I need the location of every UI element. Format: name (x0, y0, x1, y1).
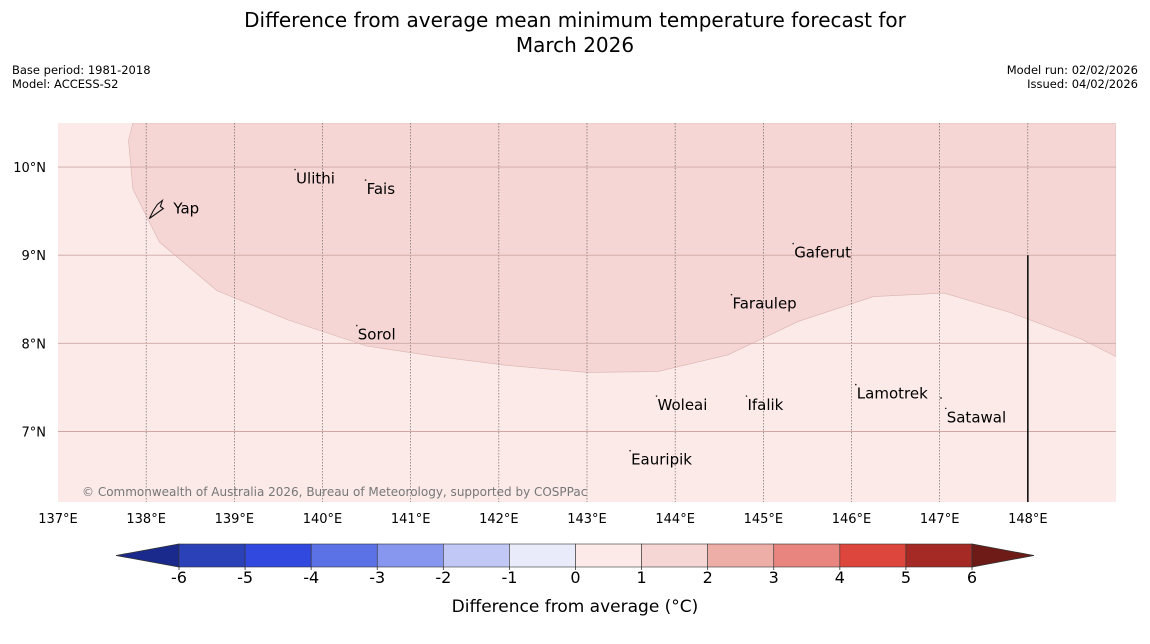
colorbar: -6 -5 -4 -3 -2 -1 0 1 2 3 4 5 6 (115, 543, 1035, 587)
lon-label: 148°E (1008, 512, 1048, 527)
colorbar-segment (905, 543, 973, 568)
lon-label: 147°E (920, 512, 960, 527)
colorbar-tick-label: 3 (769, 568, 779, 587)
colorbar-tick-label: -1 (501, 568, 517, 587)
atoll-dot (854, 383, 857, 386)
atoll-dot (294, 168, 296, 171)
lon-label: 143°E (567, 512, 607, 527)
colorbar-tick-label: -6 (171, 568, 187, 587)
lat-label: 10°N (13, 161, 46, 176)
colorbar-segment (641, 543, 708, 568)
colorbar-segment (244, 543, 312, 568)
colorbar-tick-label: -5 (237, 568, 253, 587)
lon-label: 145°E (744, 512, 784, 527)
atoll-dot (355, 324, 358, 327)
atoll-dot (655, 395, 658, 397)
lat-label: 7°N (22, 425, 47, 440)
place-label: Eauripik (631, 451, 692, 469)
atoll-dot (940, 397, 942, 399)
place-label: Ulithi (296, 170, 335, 188)
lat-label: 8°N (22, 337, 47, 352)
colorbar-low-arrow (115, 543, 180, 568)
issued-date: Issued: 04/02/2026 (1027, 76, 1138, 91)
atoll-dot (792, 242, 794, 245)
meta-right: Model run: 02/02/2026 Issued: 04/02/2026 (1006, 63, 1138, 91)
lon-label: 140°E (303, 512, 343, 527)
place-label: Fais (367, 180, 396, 198)
title-line-1: Difference from average mean minimum tem… (244, 8, 906, 32)
lon-label: 146°E (832, 512, 872, 527)
axis-labels: 10°N 9°N 8°N 7°N 137°E 138°E 139°E 140°E 141°E 14… (13, 161, 1047, 527)
colorbar-high-arrow (971, 543, 1035, 568)
region-1-to-2 (128, 123, 1116, 373)
colorbar-segment (575, 543, 642, 568)
colorbar-segment (839, 543, 907, 568)
colorbar-segment (773, 543, 841, 568)
colorbar-segment (310, 543, 378, 568)
place-label: Ifalik (747, 396, 783, 414)
place-label: Woleai (658, 396, 708, 414)
place-label: Sorol (358, 326, 396, 344)
lon-label: 137°E (38, 512, 78, 527)
copyright-notice: © Commonwealth of Australia 2026, Bureau… (82, 485, 587, 499)
lon-label: 139°E (215, 512, 255, 527)
colorbar-tick-label: -2 (435, 568, 451, 587)
place-label: Satawal (947, 408, 1006, 426)
atoll-dot (944, 407, 947, 410)
place-label: Faraulep (732, 295, 796, 313)
title-line-2: March 2026 (515, 33, 635, 57)
chart-title: Difference from average mean minimum tem… (0, 8, 1150, 58)
colorbar-tick-label: 5 (901, 568, 911, 587)
colorbar-tick-label: 1 (636, 568, 646, 587)
colorbar-segment (509, 543, 576, 568)
lon-label: 141°E (391, 512, 431, 527)
atoll-dot (730, 293, 733, 296)
colorbar-tick-label: 4 (835, 568, 845, 587)
atoll-dot (745, 395, 748, 397)
place-label: Lamotrek (857, 385, 928, 403)
colorbar-tick-label: 0 (570, 568, 580, 587)
model-name: Model: ACCESS-S2 (12, 76, 119, 91)
colorbar-label: Difference from average (°C) (452, 597, 699, 617)
colorbar-segment (707, 543, 775, 568)
lat-label: 9°N (22, 249, 47, 264)
map-features: Yap Ulithi Fais Gaferut Faraulep Sorol Woleai I… (148, 168, 1029, 502)
colorbar-tick-label: -3 (369, 568, 385, 587)
colorbar-tick-label: 6 (967, 568, 977, 587)
lon-label: 138°E (126, 512, 166, 527)
yap-island-outline (148, 198, 165, 219)
atoll-dot (629, 449, 631, 452)
colorbar-tick-label: 2 (703, 568, 713, 587)
lon-label: 144°E (655, 512, 695, 527)
lon-label: 142°E (479, 512, 519, 527)
model-run: Model run: 02/02/2026 (1006, 63, 1138, 77)
meta-left: Base period: 1981-2018 Model: ACCESS-S2 (12, 63, 151, 91)
colorbar-tick-label: -4 (303, 568, 319, 587)
colorbar-segment (178, 543, 246, 568)
atoll-dot (364, 179, 367, 181)
base-period: Base period: 1981-2018 (12, 63, 151, 77)
colorbar-segment (376, 543, 444, 568)
place-label: Yap (172, 199, 199, 217)
place-label: Gaferut (794, 244, 851, 262)
colorbar-segment (443, 543, 510, 568)
